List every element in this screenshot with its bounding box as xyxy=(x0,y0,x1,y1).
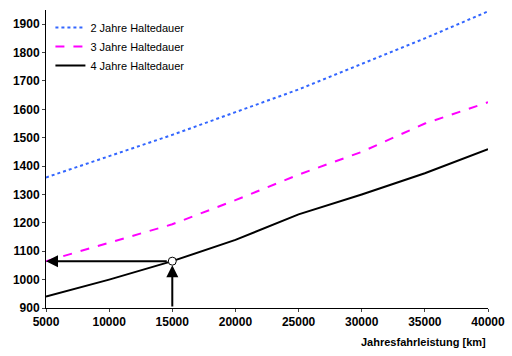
svg-text:10000: 10000 xyxy=(92,315,126,329)
svg-text:5000: 5000 xyxy=(33,315,60,329)
svg-text:2 Jahre Haltedauer: 2 Jahre Haltedauer xyxy=(90,22,184,34)
svg-text:1200: 1200 xyxy=(13,216,40,230)
svg-text:1100: 1100 xyxy=(14,244,40,258)
svg-text:1300: 1300 xyxy=(13,188,40,202)
svg-text:30000: 30000 xyxy=(345,315,379,329)
svg-text:1000: 1000 xyxy=(13,273,40,287)
svg-text:1700: 1700 xyxy=(13,74,40,88)
svg-text:900: 900 xyxy=(20,301,40,315)
svg-text:35000: 35000 xyxy=(408,315,442,329)
svg-text:25000: 25000 xyxy=(282,315,316,329)
svg-text:1800: 1800 xyxy=(13,46,40,60)
svg-text:1600: 1600 xyxy=(13,103,40,117)
svg-text:1400: 1400 xyxy=(13,159,40,173)
svg-text:1500: 1500 xyxy=(13,131,40,145)
svg-text:20000: 20000 xyxy=(219,315,253,329)
svg-text:1900: 1900 xyxy=(13,17,40,31)
svg-text:3 Jahre Haltedauer: 3 Jahre Haltedauer xyxy=(90,41,184,53)
svg-text:Jahresfahrleistung [km]: Jahresfahrleistung [km] xyxy=(361,336,486,348)
svg-text:4 Jahre Haltedauer: 4 Jahre Haltedauer xyxy=(90,60,184,72)
svg-text:40000: 40000 xyxy=(471,315,505,329)
svg-text:15000: 15000 xyxy=(156,315,190,329)
